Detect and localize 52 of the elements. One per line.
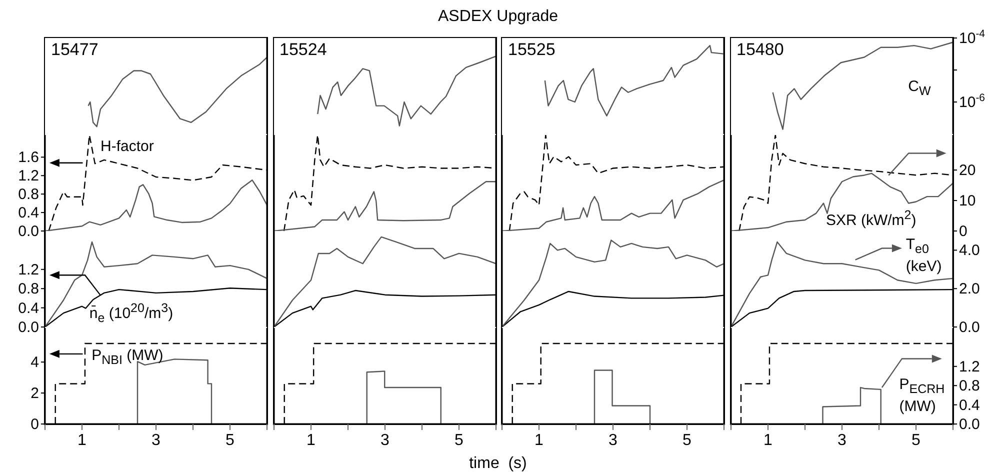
x-tick-label: 5 [454, 432, 464, 448]
x-tick-label: 1 [534, 432, 544, 448]
legend-label: P$_{ECRH}$ (MW) [899, 376, 946, 414]
y-tick-label: 0.8 [18, 280, 39, 298]
annotation: 15480 [736, 40, 784, 60]
y2-tick-label: 10$^{-6}$ [958, 92, 985, 111]
chart-title: ASDEX Upgrade [436, 8, 560, 26]
x-tick-label: 5 [911, 432, 920, 448]
x-tick-label: 1 [78, 432, 87, 448]
annotation: 15477 [51, 40, 98, 60]
y-tick-label: 0.4 [18, 300, 39, 317]
line-series [730, 172, 952, 230]
y-tick-label: 0.8 [18, 186, 39, 203]
annotation: 15525 [508, 40, 556, 60]
y2-tick-label: 10 [958, 192, 976, 210]
series-label: H-factor [100, 138, 155, 156]
y2-tick-label: 0.8 [958, 377, 980, 394]
x-tick-label: 1 [763, 432, 772, 448]
x-tick-label: 5 [226, 432, 235, 448]
y2-tick-label: 0 [958, 222, 967, 240]
y2-tick-label: 4.0 [958, 242, 980, 260]
y2-tick-label: 0.0 [958, 416, 980, 432]
x-tick-label: 5 [682, 432, 692, 448]
annotation: 15524 [280, 40, 327, 60]
y2-tick-label: 0.0 [958, 319, 980, 336]
y-tick-label: 2 [30, 384, 39, 402]
series-label: SXR (kW/m$^{2}$) [826, 207, 918, 230]
y2-tick-label: 20 [958, 162, 976, 179]
x-axis-title: time (s) [468, 455, 528, 473]
y-tick-label: 0.0 [18, 319, 39, 336]
series-label: C$_{W}$ [908, 78, 932, 100]
line-series [48, 134, 267, 230]
x-tick-label: 3 [608, 432, 618, 448]
x-tick-label: 3 [380, 432, 390, 448]
y-tick-label: 0.0 [18, 222, 39, 240]
y-tick-label: 1.6 [18, 148, 39, 166]
y2-tick-label: 0.4 [958, 396, 980, 414]
y-tick-label: 0.4 [18, 204, 39, 222]
x-tick-label: 3 [152, 432, 161, 448]
legend-label: T$_{e0}$ (keV) [906, 236, 943, 275]
y-tick-label: 1.2 [18, 167, 39, 184]
line-series [822, 386, 881, 424]
y-tick-label: 0 [30, 416, 39, 432]
y2-tick-label: 1.2 [958, 358, 980, 375]
x-tick-label: 3 [837, 432, 846, 448]
legend-label: P$_{NBI}$ (MW) [92, 346, 164, 369]
y-tick-label: 4 [30, 354, 39, 371]
y2-tick-label: 10$^{-4}$ [958, 28, 985, 47]
y2-tick-label: 2.0 [958, 280, 980, 298]
x-tick-label: 1 [306, 432, 316, 448]
legend-label: n̄$_{e}$ (10$^{20}$/m$^{3}$) [89, 300, 174, 328]
y-tick-label: 1.2 [18, 261, 39, 278]
